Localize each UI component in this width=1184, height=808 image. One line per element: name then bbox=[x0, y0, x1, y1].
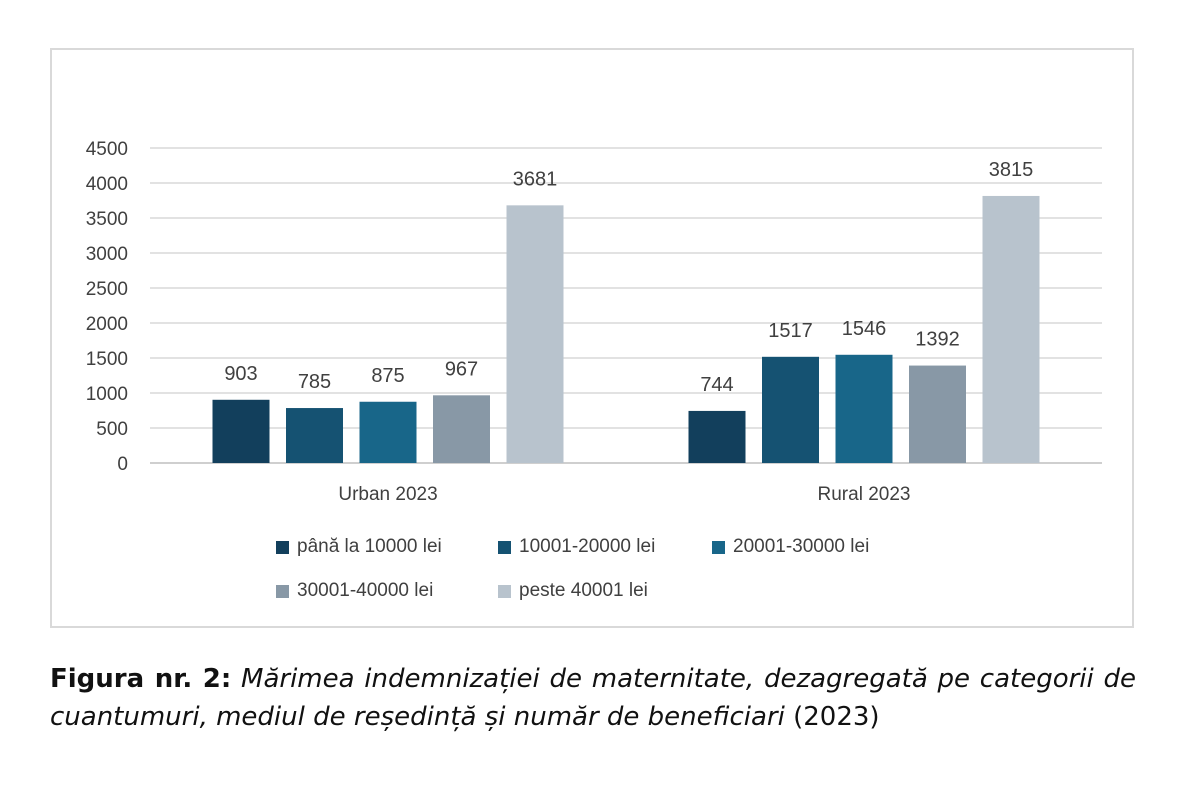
data-label: 903 bbox=[224, 363, 257, 385]
data-label: 1517 bbox=[768, 320, 813, 342]
x-category-label: Rural 2023 bbox=[818, 484, 911, 505]
bar bbox=[982, 195, 1040, 463]
y-tick-label: 2000 bbox=[86, 314, 128, 335]
figure-caption: Figura nr. 2: Mărimea indemnizației de m… bbox=[50, 660, 1136, 736]
y-tick-label: 1000 bbox=[86, 384, 128, 405]
data-label: 3681 bbox=[513, 168, 558, 190]
y-tick-label: 4500 bbox=[86, 139, 128, 160]
bar bbox=[286, 408, 343, 463]
chart-frame: 0 500 1000 1500 2000 2500 3000 3500 4000 4500 903… bbox=[50, 48, 1134, 628]
caption-year: (2023) bbox=[793, 702, 880, 732]
x-axis-categories: Urban 2023 Rural 2023 bbox=[338, 484, 910, 505]
data-label: 785 bbox=[298, 371, 331, 393]
bars bbox=[212, 195, 1040, 463]
y-tick-label: 1500 bbox=[86, 349, 128, 370]
data-label: 3815 bbox=[989, 159, 1034, 181]
y-axis-ticks: 0 500 1000 1500 2000 2500 3000 3500 4000 4500 bbox=[86, 139, 128, 475]
x-category-label: Urban 2023 bbox=[338, 484, 437, 505]
bar bbox=[835, 354, 893, 463]
y-tick-label: 3000 bbox=[86, 244, 128, 265]
y-tick-label: 4000 bbox=[86, 174, 128, 195]
bar bbox=[506, 205, 564, 463]
y-tick-label: 500 bbox=[96, 419, 128, 440]
bar-chart: 0 500 1000 1500 2000 2500 3000 3500 4000 4500 903… bbox=[86, 139, 1102, 505]
bar bbox=[359, 401, 417, 463]
data-label: 967 bbox=[445, 358, 478, 380]
data-label: 1392 bbox=[915, 329, 960, 351]
bar bbox=[909, 365, 966, 463]
y-tick-label: 3500 bbox=[86, 209, 128, 230]
data-labels: 903 785 875 967 3681 744 1517 1546 1392 3815 bbox=[224, 159, 1033, 396]
bar bbox=[688, 410, 746, 463]
caption-label: Figura nr. 2: bbox=[50, 664, 232, 694]
data-label: 875 bbox=[371, 365, 404, 387]
bar bbox=[762, 356, 819, 463]
caption-text: Mărimea indemnizației de maternitate, de… bbox=[50, 664, 1137, 732]
bar bbox=[212, 399, 270, 463]
y-tick-label: 2500 bbox=[86, 279, 128, 300]
data-label: 1546 bbox=[842, 318, 887, 340]
bar bbox=[433, 395, 490, 463]
y-tick-label: 0 bbox=[117, 454, 128, 475]
data-label: 744 bbox=[700, 374, 733, 396]
